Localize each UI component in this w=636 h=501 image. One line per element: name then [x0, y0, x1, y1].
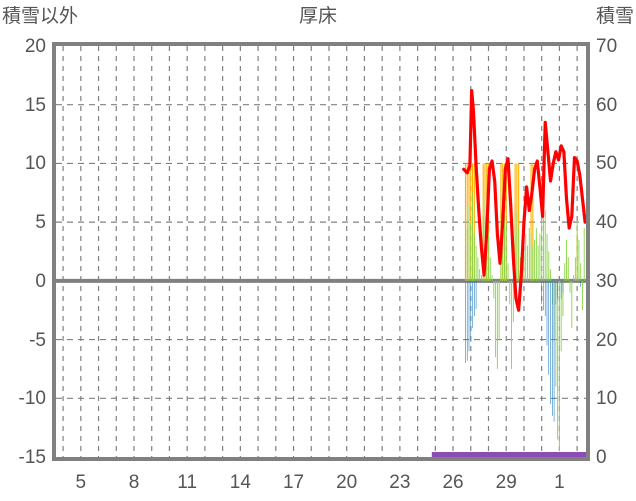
x-axis-tick-label: 17 — [282, 472, 305, 493]
gridlines-layer — [56, 46, 586, 457]
right-axis-tick-label: 20 — [596, 329, 618, 351]
left-axis-tick-label: 20 — [24, 36, 46, 57]
right-axis-tick-label: 70 — [596, 36, 618, 57]
left-axis-tick-label: 15 — [24, 94, 46, 116]
x-axis-tick-label: 5 — [75, 472, 87, 493]
left-axis-tick-label: 0 — [35, 270, 46, 292]
x-axis-tick-label: 29 — [495, 472, 517, 493]
right-axis-tick-label: 0 — [596, 447, 607, 468]
left-axis-tick-label: -15 — [18, 447, 46, 468]
plot-area — [52, 42, 590, 461]
chart-title: 厚床 — [298, 6, 337, 27]
right-axis-tick-label: 30 — [596, 270, 618, 292]
data-layer — [431, 89, 586, 457]
right-axis-tick-label: 40 — [596, 212, 618, 234]
x-axis-tick-label: 23 — [389, 472, 411, 493]
left-axis-title: 積雪以外 — [2, 6, 79, 27]
x-axis-tick-label: 14 — [229, 472, 251, 493]
x-axis-tick-label: 26 — [442, 472, 464, 493]
right-axis-title: 積雪 — [595, 6, 634, 27]
x-axis-tick-label: 8 — [128, 472, 140, 493]
x-axis-tick-label: 11 — [177, 472, 198, 493]
right-axis-tick-label: 60 — [596, 94, 618, 116]
left-axis-tick-label: -10 — [18, 388, 46, 410]
right-axis-tick-label: 50 — [596, 153, 618, 175]
left-axis-tick-label: 5 — [35, 212, 46, 234]
left-axis-tick-label: -5 — [29, 329, 46, 351]
right-axis-tick-label: 10 — [596, 388, 618, 410]
x-axis-tick-label: 1 — [554, 472, 565, 493]
x-axis-tick-label: 20 — [336, 472, 358, 493]
left-axis-tick-label: 10 — [24, 153, 46, 175]
